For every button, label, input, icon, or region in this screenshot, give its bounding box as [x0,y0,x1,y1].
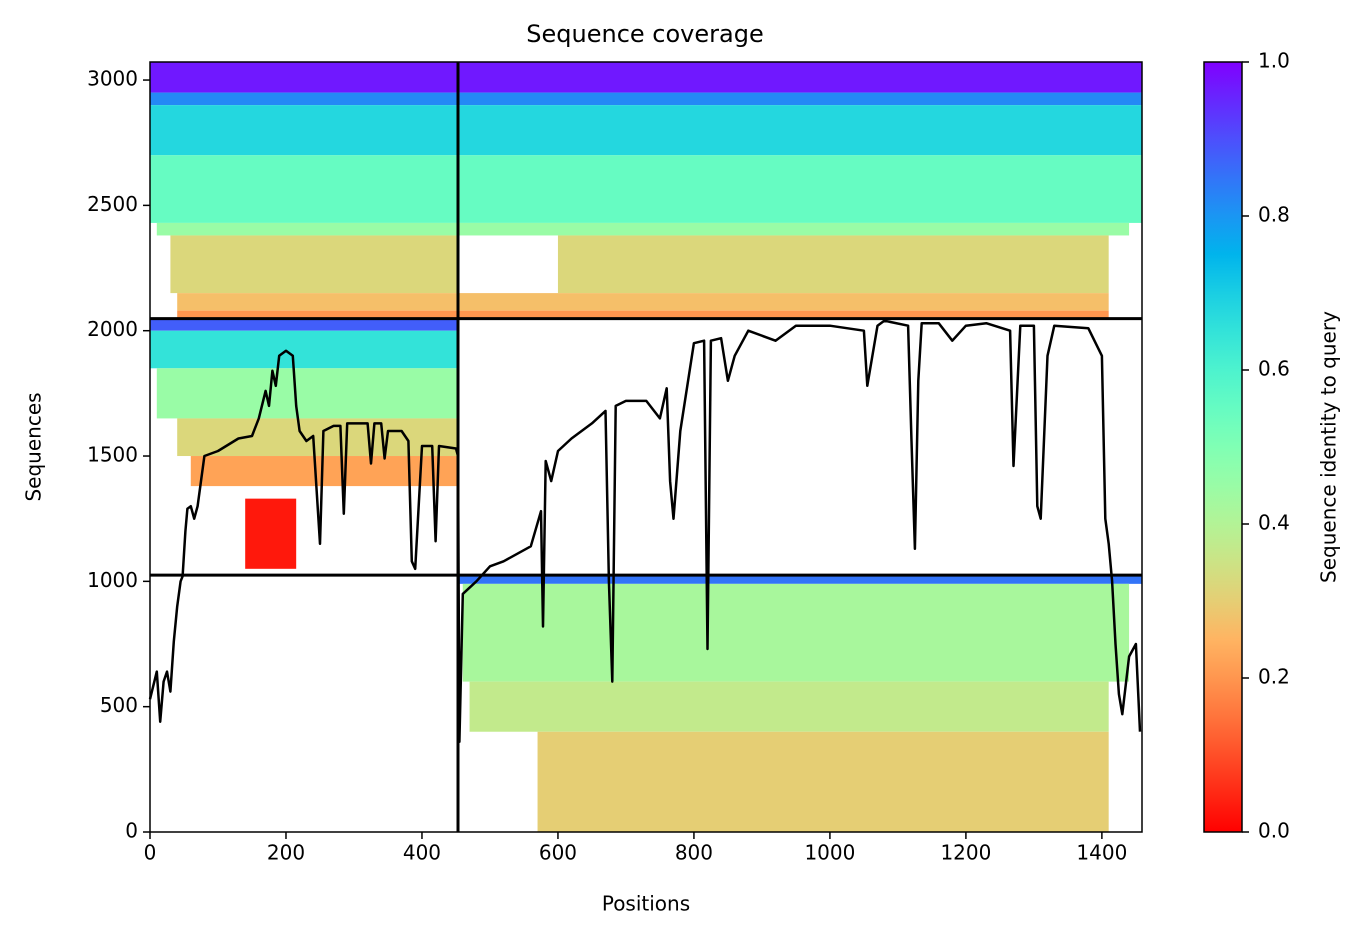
x-tick-label: 200 [267,841,305,865]
colorbar-tick-label: 1.0 [1258,49,1290,73]
coverage-line [148,319,1142,744]
coverage-band [156,368,459,419]
coverage-band [150,105,1142,156]
coverage-band [190,456,459,487]
x-tick-label: 800 [675,841,713,865]
colorbar-tick-label: 0.6 [1258,357,1290,381]
coverage-band [150,330,459,369]
coverage-band [458,575,1142,584]
y-tick-label: 3000 [87,67,138,91]
coverage-band [462,583,1130,682]
colorbar-label: Sequence identity to query [1317,311,1341,583]
coverage-band [469,681,1109,732]
y-tick-label: 500 [100,693,138,717]
chart-title: Sequence coverage [526,20,763,48]
coverage-band [150,155,1142,223]
coverage-band [150,318,459,331]
x-tick-label: 0 [144,841,157,865]
coverage-band [170,235,459,294]
x-tick-label: 600 [539,841,577,865]
y-tick-label: 1500 [87,443,138,467]
y-tick-label: 1000 [87,568,138,592]
coverage-band [150,62,1142,93]
plot-frame [149,61,1143,833]
x-tick-label: 1400 [1076,841,1127,865]
x-tick-label: 1000 [804,841,855,865]
y-axis-label: Sequences [22,392,46,501]
coverage-band [150,92,1142,106]
coverage-band [156,222,1130,236]
y-tick-label: 2000 [87,317,138,341]
x-tick-label: 1200 [940,841,991,865]
coverage-band [557,235,1109,294]
colorbar [1203,61,1243,833]
x-tick-label: 400 [403,841,441,865]
y-tick-label: 2500 [87,192,138,216]
y-tick-label: 0 [125,819,138,843]
x-axis-label: Positions [602,892,690,916]
coverage-band [177,418,459,457]
coverage-band [537,731,1109,832]
coverage-band [177,293,1109,311]
colorbar-tick-label: 0.2 [1258,665,1290,689]
coverage-band [245,498,297,569]
colorbar-tick-label: 0.8 [1258,203,1290,227]
colorbar-tick-label: 0.0 [1258,819,1290,843]
colorbar-tick-label: 0.4 [1258,511,1290,535]
coverage-band [177,310,1109,319]
